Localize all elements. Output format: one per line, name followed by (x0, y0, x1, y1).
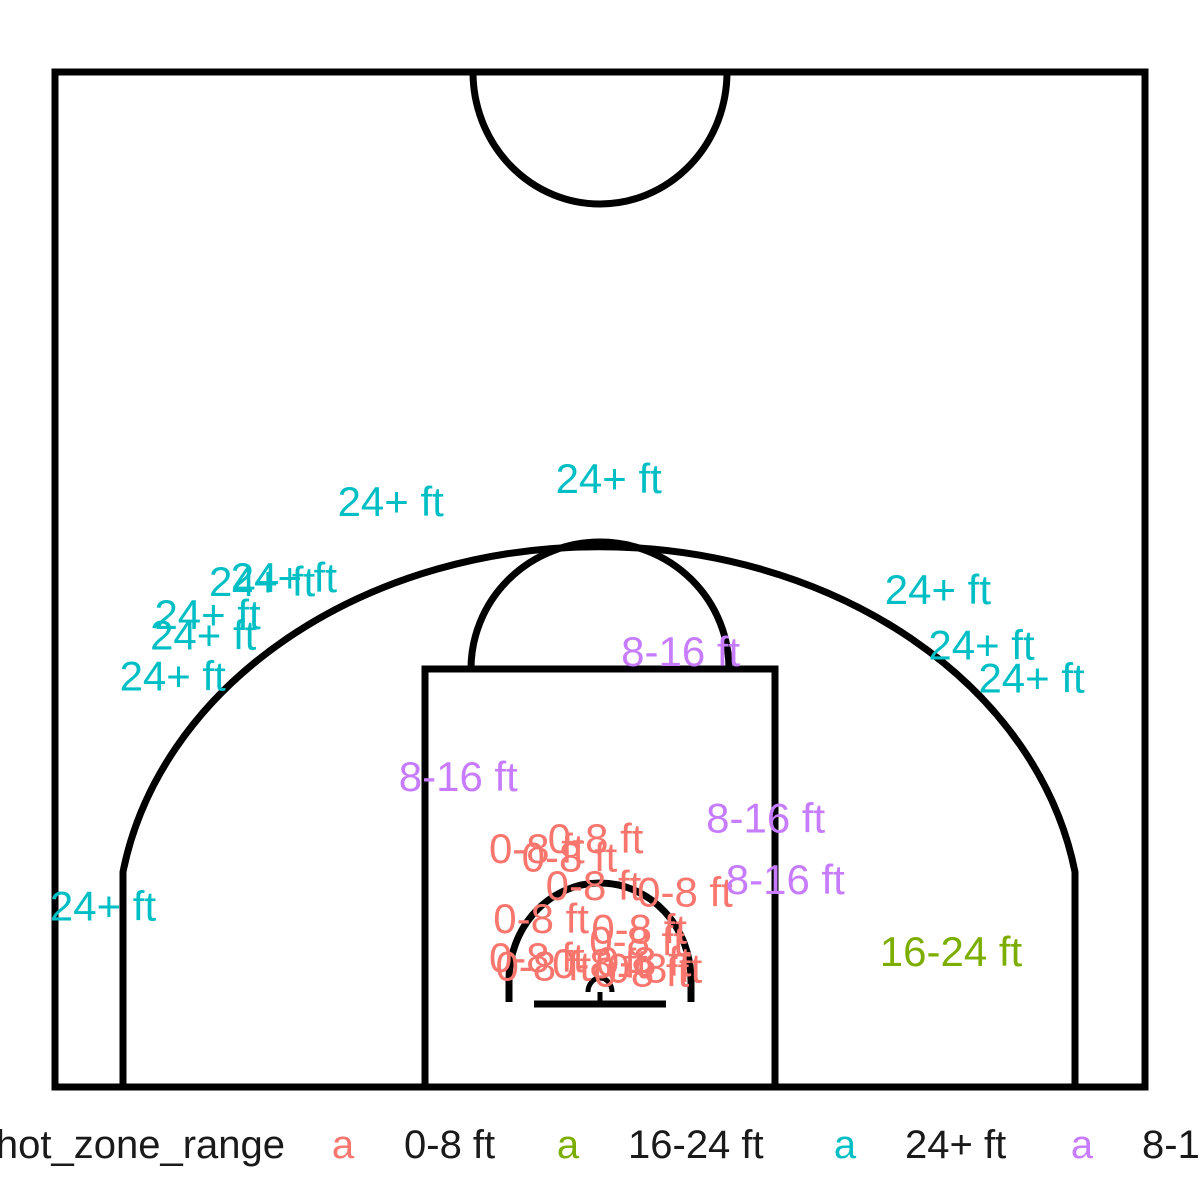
shot-label-8-16-ft-2: 8-16 ft (706, 794, 825, 841)
shot-label-24-ft-4: 24+ ft (154, 591, 261, 638)
legend-items: a 0-8 ft a 16-24 ft a 24+ ft a 8-16 ft (332, 1123, 1200, 1167)
shot-label-24-ft-5: 24+ ft (150, 611, 257, 658)
shot-label-0-8-ft-4: 0-8 ft (637, 868, 733, 915)
legend-label-16-24-ft: 16-24 ft (628, 1123, 764, 1167)
legend-key-0-8-ft: a (332, 1123, 355, 1167)
shot-label-24-ft-0: 24+ ft (556, 455, 663, 502)
shot-label-24-ft-10: 24+ ft (50, 883, 157, 930)
legend-title: shot_zone_range (0, 1123, 285, 1167)
shot-label-24-ft-6: 24+ ft (120, 653, 227, 700)
shot-label-8-16-ft-3: 8-16 ft (726, 856, 845, 903)
paint-key (421, 665, 779, 1091)
shot-label-24-ft-3: 24+ ft (231, 554, 338, 601)
shot-label-0-8-ft-3: 0-8 ft (546, 862, 642, 909)
shot-label-0-8-ft-2: 0-8 ft (522, 833, 618, 880)
shot-label-0-8-ft-0: 0-8 ft (489, 825, 585, 872)
shot-label-8-16-ft-1: 8-16 ft (399, 753, 518, 800)
legend-key-24-ft: a (834, 1123, 857, 1167)
legend-key-16-24-ft: a (557, 1123, 580, 1167)
shot-label-16-24-ft-0: 16-24 ft (880, 928, 1023, 975)
court-lines (51, 68, 1149, 1091)
shot-label-0-8-ft-13: 0-8 ft (594, 948, 690, 995)
shot-label-0-8-ft-11: 0-8 ft (596, 938, 692, 985)
shot-label-0-8-ft-8: 0-8 ft (489, 934, 585, 981)
shot-label-24-ft-8: 24+ ft (928, 622, 1035, 669)
free-throw-circle (467, 538, 733, 670)
shot-label-8-16-ft-0: 8-16 ft (621, 628, 740, 675)
legend-key-8-16-ft: a (1071, 1123, 1094, 1167)
shot-label-0-8-ft-10: 0-8 ft (552, 940, 648, 987)
restricted-area-arc (505, 879, 695, 1002)
shot-labels: 0-8 ft0-8 ft0-8 ft0-8 ft0-8 ft0-8 ft 0-8 … (50, 455, 1085, 995)
shot-label-24-ft-7: 24+ ft (885, 566, 992, 613)
legend-label-24-ft: 24+ ft (905, 1123, 1006, 1167)
legend: shot_zone_range a 0-8 ft a 16-24 ft a 24+ ft a… (0, 1123, 1200, 1167)
center-circle (469, 71, 731, 208)
shot-label-0-8-ft-9: 0-8 ft (495, 942, 591, 989)
legend-label-8-16-ft: 8-16 ft (1142, 1123, 1200, 1167)
shot-label-0-8-ft-1: 0-8 ft (548, 815, 644, 862)
hoop (585, 975, 615, 993)
shot-label-24-ft-9: 24+ ft (978, 655, 1085, 702)
shot-label-0-8-ft-7: 0-8 ft (589, 918, 685, 965)
legend-label-0-8-ft: 0-8 ft (404, 1123, 495, 1167)
shot-label-24-ft-1: 24+ ft (338, 478, 445, 525)
shot-label-0-8-ft-5: 0-8 ft (493, 895, 589, 942)
shot-label-24-ft-2: 24+ ft (209, 558, 316, 605)
three-point-arc (119, 543, 1079, 1087)
shot-label-0-8-ft-6: 0-8 ft (591, 905, 687, 952)
shot-label-0-8-ft-12: 0-8 ft (607, 944, 703, 991)
